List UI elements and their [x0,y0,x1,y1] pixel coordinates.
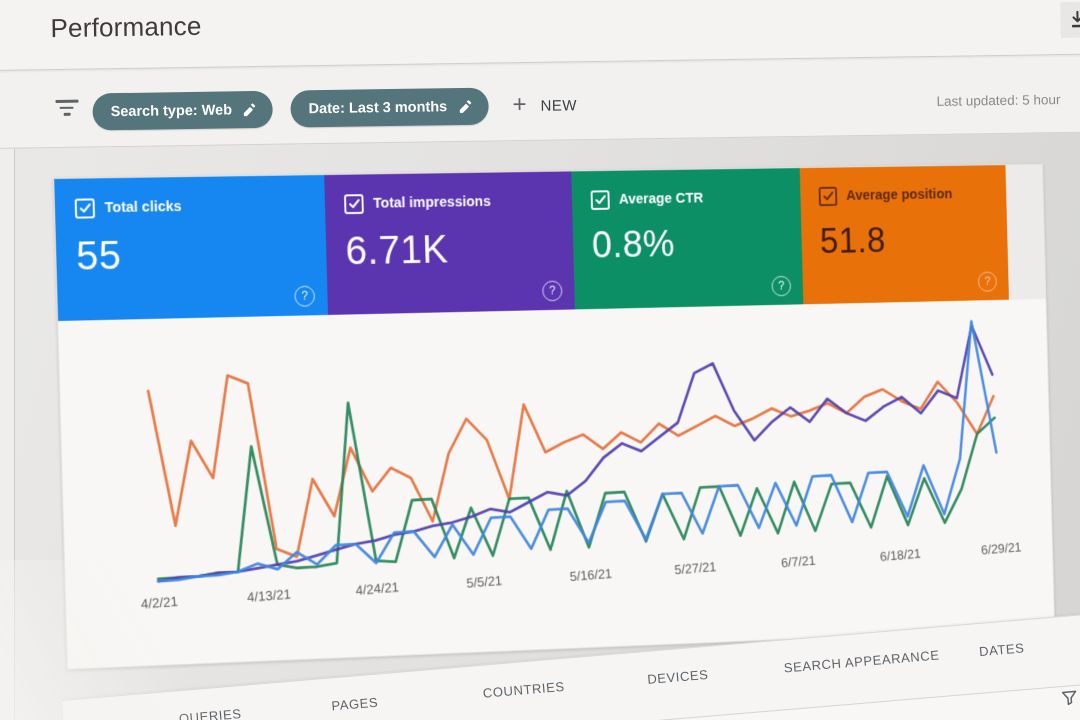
metric-value: 55 [75,233,122,279]
checked-checkbox-icon[interactable] [74,198,96,219]
tab-devices[interactable]: DEVICES [646,666,710,687]
help-icon[interactable]: ? [294,285,316,307]
download-icon [1072,10,1080,28]
x-tick-label: 4/13/21 [246,586,292,605]
tab-dates[interactable]: DATES [978,640,1026,660]
total-impressions-card[interactable]: Total impressions 6.71K ? [324,171,575,315]
plus-icon: + [512,91,527,119]
search-type-chip[interactable]: Search type: Web [92,90,274,131]
metric-label: Average CTR [618,190,704,208]
metric-value: 51.8 [819,220,887,261]
performance-panel: Total clicks 55 ? Total impressions 6.71… [53,163,1056,670]
x-tick-label: 4/24/21 [355,579,400,598]
date-range-chip-label: Date: Last 3 months [308,98,448,117]
total-clicks-card[interactable]: Total clicks 55 ? [54,175,328,322]
tab-queries[interactable]: QUERIES [178,706,243,720]
metric-cards-row: Total clicks 55 ? Total impressions 6.71… [54,164,1046,322]
x-tick-label: 6/18/21 [879,546,922,564]
page-title: Performance [50,10,202,44]
checked-checkbox-icon[interactable] [818,186,838,207]
metric-value: 6.71K [344,228,449,274]
edit-pencil-icon[interactable] [242,102,257,117]
table-filter-icon[interactable] [1061,690,1079,711]
tab-pages[interactable]: PAGES [330,694,379,714]
table-header-strip [62,676,1080,720]
last-updated-text: Last updated: 5 hour [936,92,1061,109]
metric-label: Total impressions [372,194,491,212]
x-tick-label: 5/27/21 [673,559,717,578]
checked-checkbox-icon[interactable] [344,194,364,215]
x-tick-label: 6/29/21 [980,539,1022,558]
metric-label: Average position [846,186,953,204]
export-button[interactable] [1060,1,1080,39]
metric-label: Total clicks [104,198,182,217]
edit-pencil-icon[interactable] [457,99,472,114]
filter-bar: Search type: Web Date: Last 3 months + N… [0,53,1080,149]
metric-value: 0.8% [591,224,676,267]
new-filter-label: NEW [540,97,577,115]
series-line-average-position [148,336,1000,566]
header-bar: Performance [0,0,1080,71]
filter-list-icon[interactable] [54,99,78,118]
x-tick-label: 5/5/21 [466,573,503,591]
x-tick-label: 4/2/21 [140,593,179,612]
x-tick-label: 5/16/21 [568,566,612,585]
checked-checkbox-icon[interactable] [590,190,610,210]
new-filter-button[interactable]: + NEW [512,89,577,120]
x-tick-label: 6/7/21 [780,553,816,571]
tab-countries[interactable]: COUNTRIES [482,678,566,701]
tab-search-appearance[interactable]: SEARCH APPEARANCE [783,647,941,676]
search-type-chip-label: Search type: Web [110,101,233,120]
chart-area: 4/2/21 4/13/21 4/24/21 5/5/21 5/16/21 5/27/21… [57,277,1030,669]
date-range-chip[interactable]: Date: Last 3 months [290,87,489,128]
